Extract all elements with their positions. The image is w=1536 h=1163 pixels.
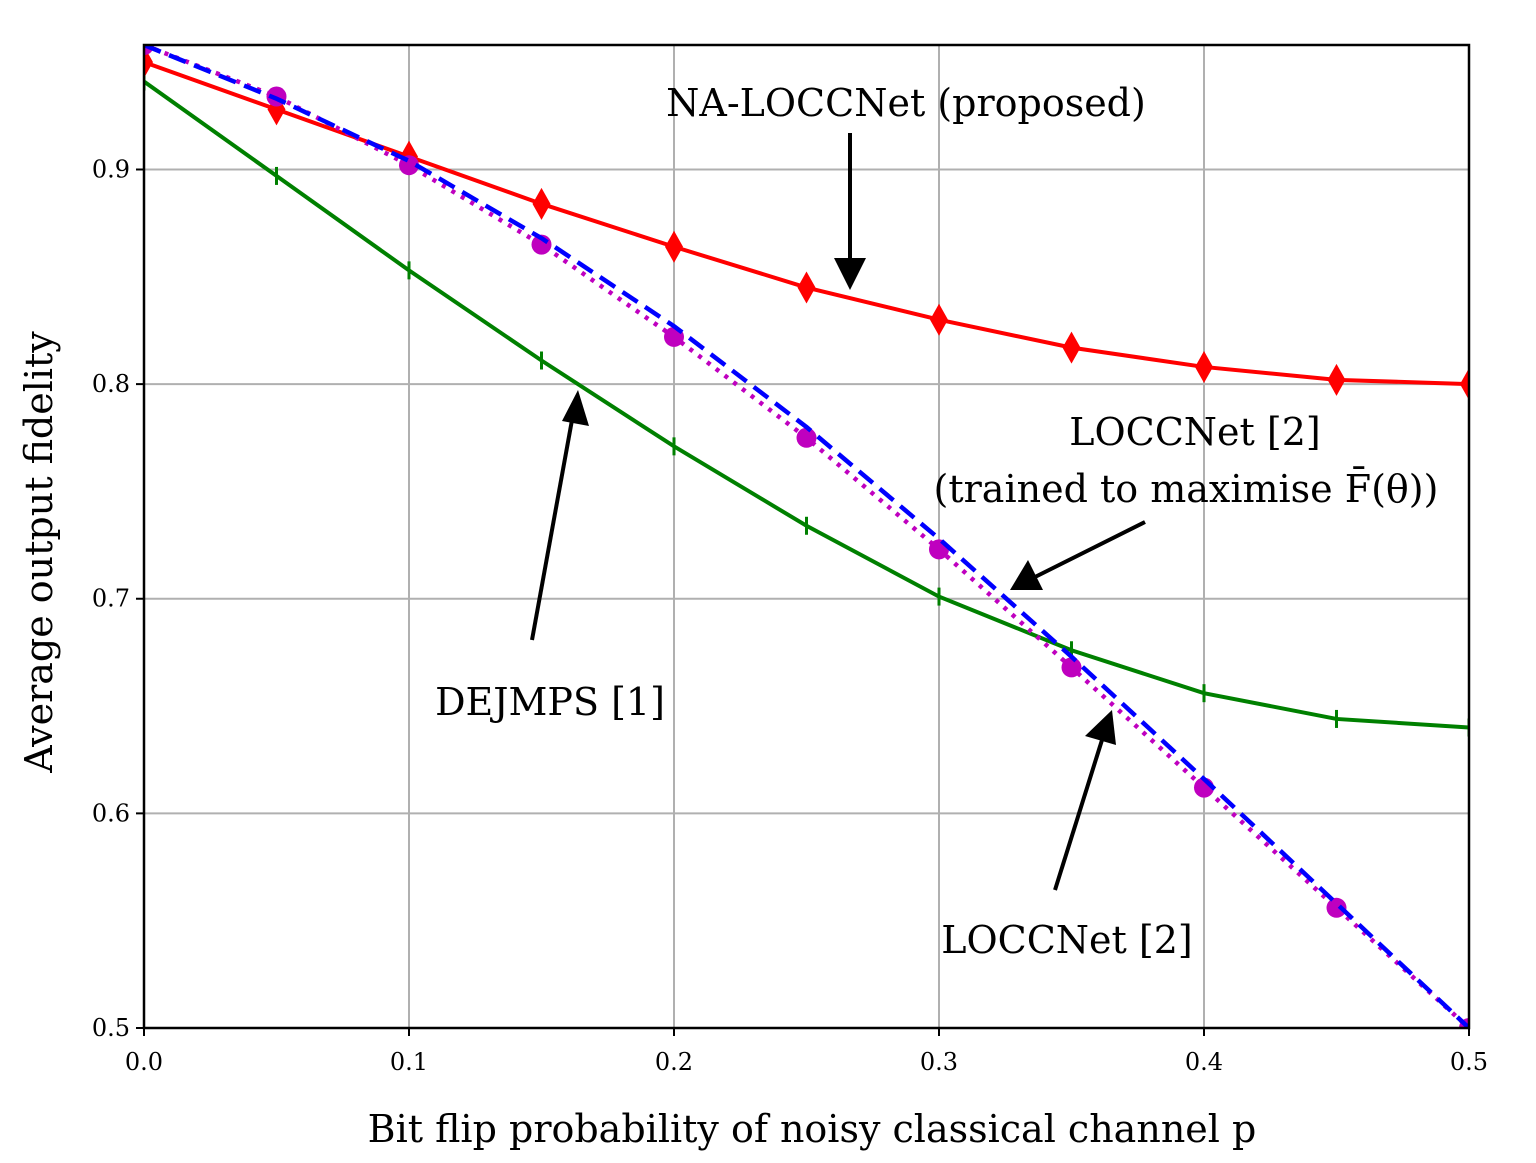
arrow-loccnet <box>1053 739 1104 891</box>
annotation-loccnet-trained-text: LOCCNet [2] <box>1069 410 1320 454</box>
series-line <box>144 45 1469 1028</box>
annotation-loccnet-text: LOCCNet [2] <box>941 918 1192 962</box>
data-point-diamond <box>532 187 551 220</box>
data-point-diamond <box>1327 363 1346 396</box>
ticks: 0.0 0.1 0.2 0.3 0.4 0.5 0.5 0.6 0.7 0.8 0.9 <box>92 155 1488 1076</box>
y-tick-label: 0.6 <box>92 799 130 827</box>
arrowhead-dejmps <box>562 390 589 426</box>
y-tick-label: 0.5 <box>92 1014 130 1042</box>
y-tick-label: 0.8 <box>92 370 130 398</box>
annotation-dejmps: DEJMPS [1] <box>435 390 665 724</box>
annotation-loccnet: LOCCNet [2] <box>941 710 1193 962</box>
annotation-loccnet-trained: LOCCNet [2] (trained to maximise F̄(θ)) <box>934 410 1439 590</box>
y-tick-label: 0.9 <box>92 155 130 183</box>
x-tick-label: 0.4 <box>1185 1048 1223 1076</box>
x-tick-label: 0.2 <box>655 1048 693 1076</box>
x-tick-label: 0.0 <box>125 1048 163 1076</box>
series-1 <box>144 72 1469 737</box>
series-layer <box>144 45 1469 1028</box>
arrowhead-loccnet-trained <box>1010 560 1043 590</box>
x-axis-label: Bit flip probability of noisy classical … <box>368 1107 1257 1151</box>
arrow-dejmps <box>530 419 574 641</box>
series-2 <box>144 45 1469 1028</box>
annotation-dejmps-text: DEJMPS [1] <box>435 680 665 724</box>
annotation-na-loccnet: NA-LOCCNet (proposed) <box>666 81 1146 290</box>
data-point-diamond <box>797 271 816 304</box>
data-point-diamond <box>1460 368 1469 401</box>
plot-frame <box>142 43 1471 1030</box>
y-axis-label: Average output fidelity <box>17 331 61 774</box>
series-line <box>144 45 1469 1028</box>
data-point-diamond <box>665 230 683 263</box>
series-3 <box>144 45 1469 1028</box>
grid <box>143 45 1470 1029</box>
x-tick-label: 0.5 <box>1450 1048 1488 1076</box>
y-tick-label: 0.7 <box>92 585 130 613</box>
arrowhead-na-loccnet <box>834 258 866 290</box>
series-line <box>144 79 1469 730</box>
arrow-loccnet-trained <box>1034 520 1146 579</box>
data-point-diamond <box>1062 331 1081 364</box>
annotation-loccnet-trained-text2: (trained to maximise F̄(θ)) <box>934 467 1439 511</box>
data-point-diamond <box>930 303 948 336</box>
x-tick-label: 0.3 <box>920 1048 958 1076</box>
annotation-na-loccnet-text: NA-LOCCNet (proposed) <box>666 81 1146 125</box>
arrowhead-loccnet <box>1085 710 1116 745</box>
data-point-diamond <box>1195 350 1213 383</box>
x-tick-label: 0.1 <box>390 1048 428 1076</box>
